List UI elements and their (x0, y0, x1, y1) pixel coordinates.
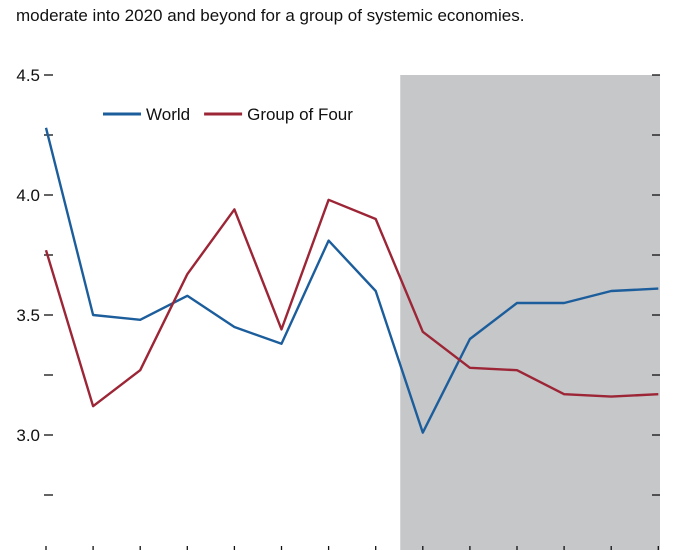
y-tick-label: 3.0 (16, 426, 40, 445)
forecast-shade (400, 75, 660, 550)
legend-label-world: World (146, 105, 190, 124)
y-tick-label: 4.5 (16, 66, 40, 85)
y-tick-label: 4.0 (16, 186, 40, 205)
series-line-world (44, 127, 659, 434)
series-line-group-of-four (44, 198, 659, 408)
chart-caption: moderate into 2020 and beyond for a grou… (16, 6, 525, 25)
legend-label-group-of-four: Group of Four (247, 105, 353, 124)
y-tick-label: 3.5 (16, 306, 40, 325)
